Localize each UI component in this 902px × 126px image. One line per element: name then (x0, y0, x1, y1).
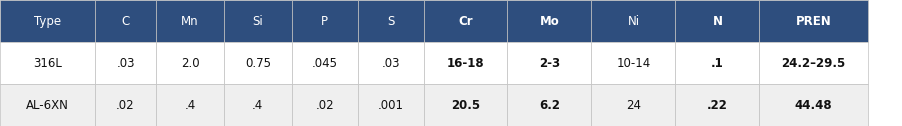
Bar (224, 42, 291, 84)
Text: N: N (712, 15, 722, 28)
Text: S: S (386, 15, 394, 28)
Bar (759, 0, 867, 42)
Bar (291, 42, 357, 84)
Text: 2.0: 2.0 (180, 57, 199, 70)
Bar (759, 84, 867, 126)
Text: .1: .1 (710, 57, 723, 70)
Text: .4: .4 (184, 99, 196, 112)
Text: 20.5: 20.5 (450, 99, 480, 112)
Bar (0, 0, 95, 42)
Text: 24.2–29.5: 24.2–29.5 (780, 57, 845, 70)
Bar (507, 0, 591, 42)
Text: 24: 24 (625, 99, 640, 112)
Text: 6.2: 6.2 (538, 99, 559, 112)
Bar (156, 0, 224, 42)
Text: .001: .001 (377, 99, 403, 112)
Text: P: P (321, 15, 327, 28)
Bar (224, 0, 291, 42)
Bar (675, 42, 759, 84)
Text: 2-3: 2-3 (538, 57, 559, 70)
Bar (0, 84, 95, 126)
Text: .02: .02 (315, 99, 334, 112)
Bar (95, 42, 156, 84)
Bar (759, 42, 867, 84)
Text: Type: Type (33, 15, 61, 28)
Text: .22: .22 (706, 99, 727, 112)
Bar (423, 84, 507, 126)
Bar (224, 84, 291, 126)
Text: 316L: 316L (33, 57, 61, 70)
Bar (591, 0, 675, 42)
Text: C: C (121, 15, 130, 28)
Text: Si: Si (253, 15, 262, 28)
Text: 10-14: 10-14 (616, 57, 649, 70)
Text: 44.48: 44.48 (794, 99, 832, 112)
Text: .03: .03 (381, 57, 400, 70)
Bar (357, 42, 423, 84)
Text: Ni: Ni (627, 15, 639, 28)
Text: 16-18: 16-18 (446, 57, 483, 70)
Text: .045: .045 (311, 57, 337, 70)
Text: .02: .02 (116, 99, 134, 112)
Bar (591, 42, 675, 84)
Bar (675, 84, 759, 126)
Bar (357, 0, 423, 42)
Text: .4: .4 (252, 99, 263, 112)
Bar (156, 42, 224, 84)
Bar (0, 42, 95, 84)
Bar (95, 84, 156, 126)
Text: PREN: PREN (795, 15, 831, 28)
Text: 0.75: 0.75 (244, 57, 271, 70)
Text: Cr: Cr (457, 15, 473, 28)
Text: AL-6XN: AL-6XN (26, 99, 69, 112)
Bar (675, 0, 759, 42)
Bar (95, 0, 156, 42)
Bar (156, 84, 224, 126)
Text: Mn: Mn (181, 15, 198, 28)
Bar (507, 42, 591, 84)
Text: Mo: Mo (539, 15, 558, 28)
Text: .03: .03 (116, 57, 134, 70)
Bar (357, 84, 423, 126)
Bar (507, 84, 591, 126)
Bar (291, 84, 357, 126)
Bar (423, 42, 507, 84)
Bar (423, 0, 507, 42)
Bar (291, 0, 357, 42)
Bar (591, 84, 675, 126)
